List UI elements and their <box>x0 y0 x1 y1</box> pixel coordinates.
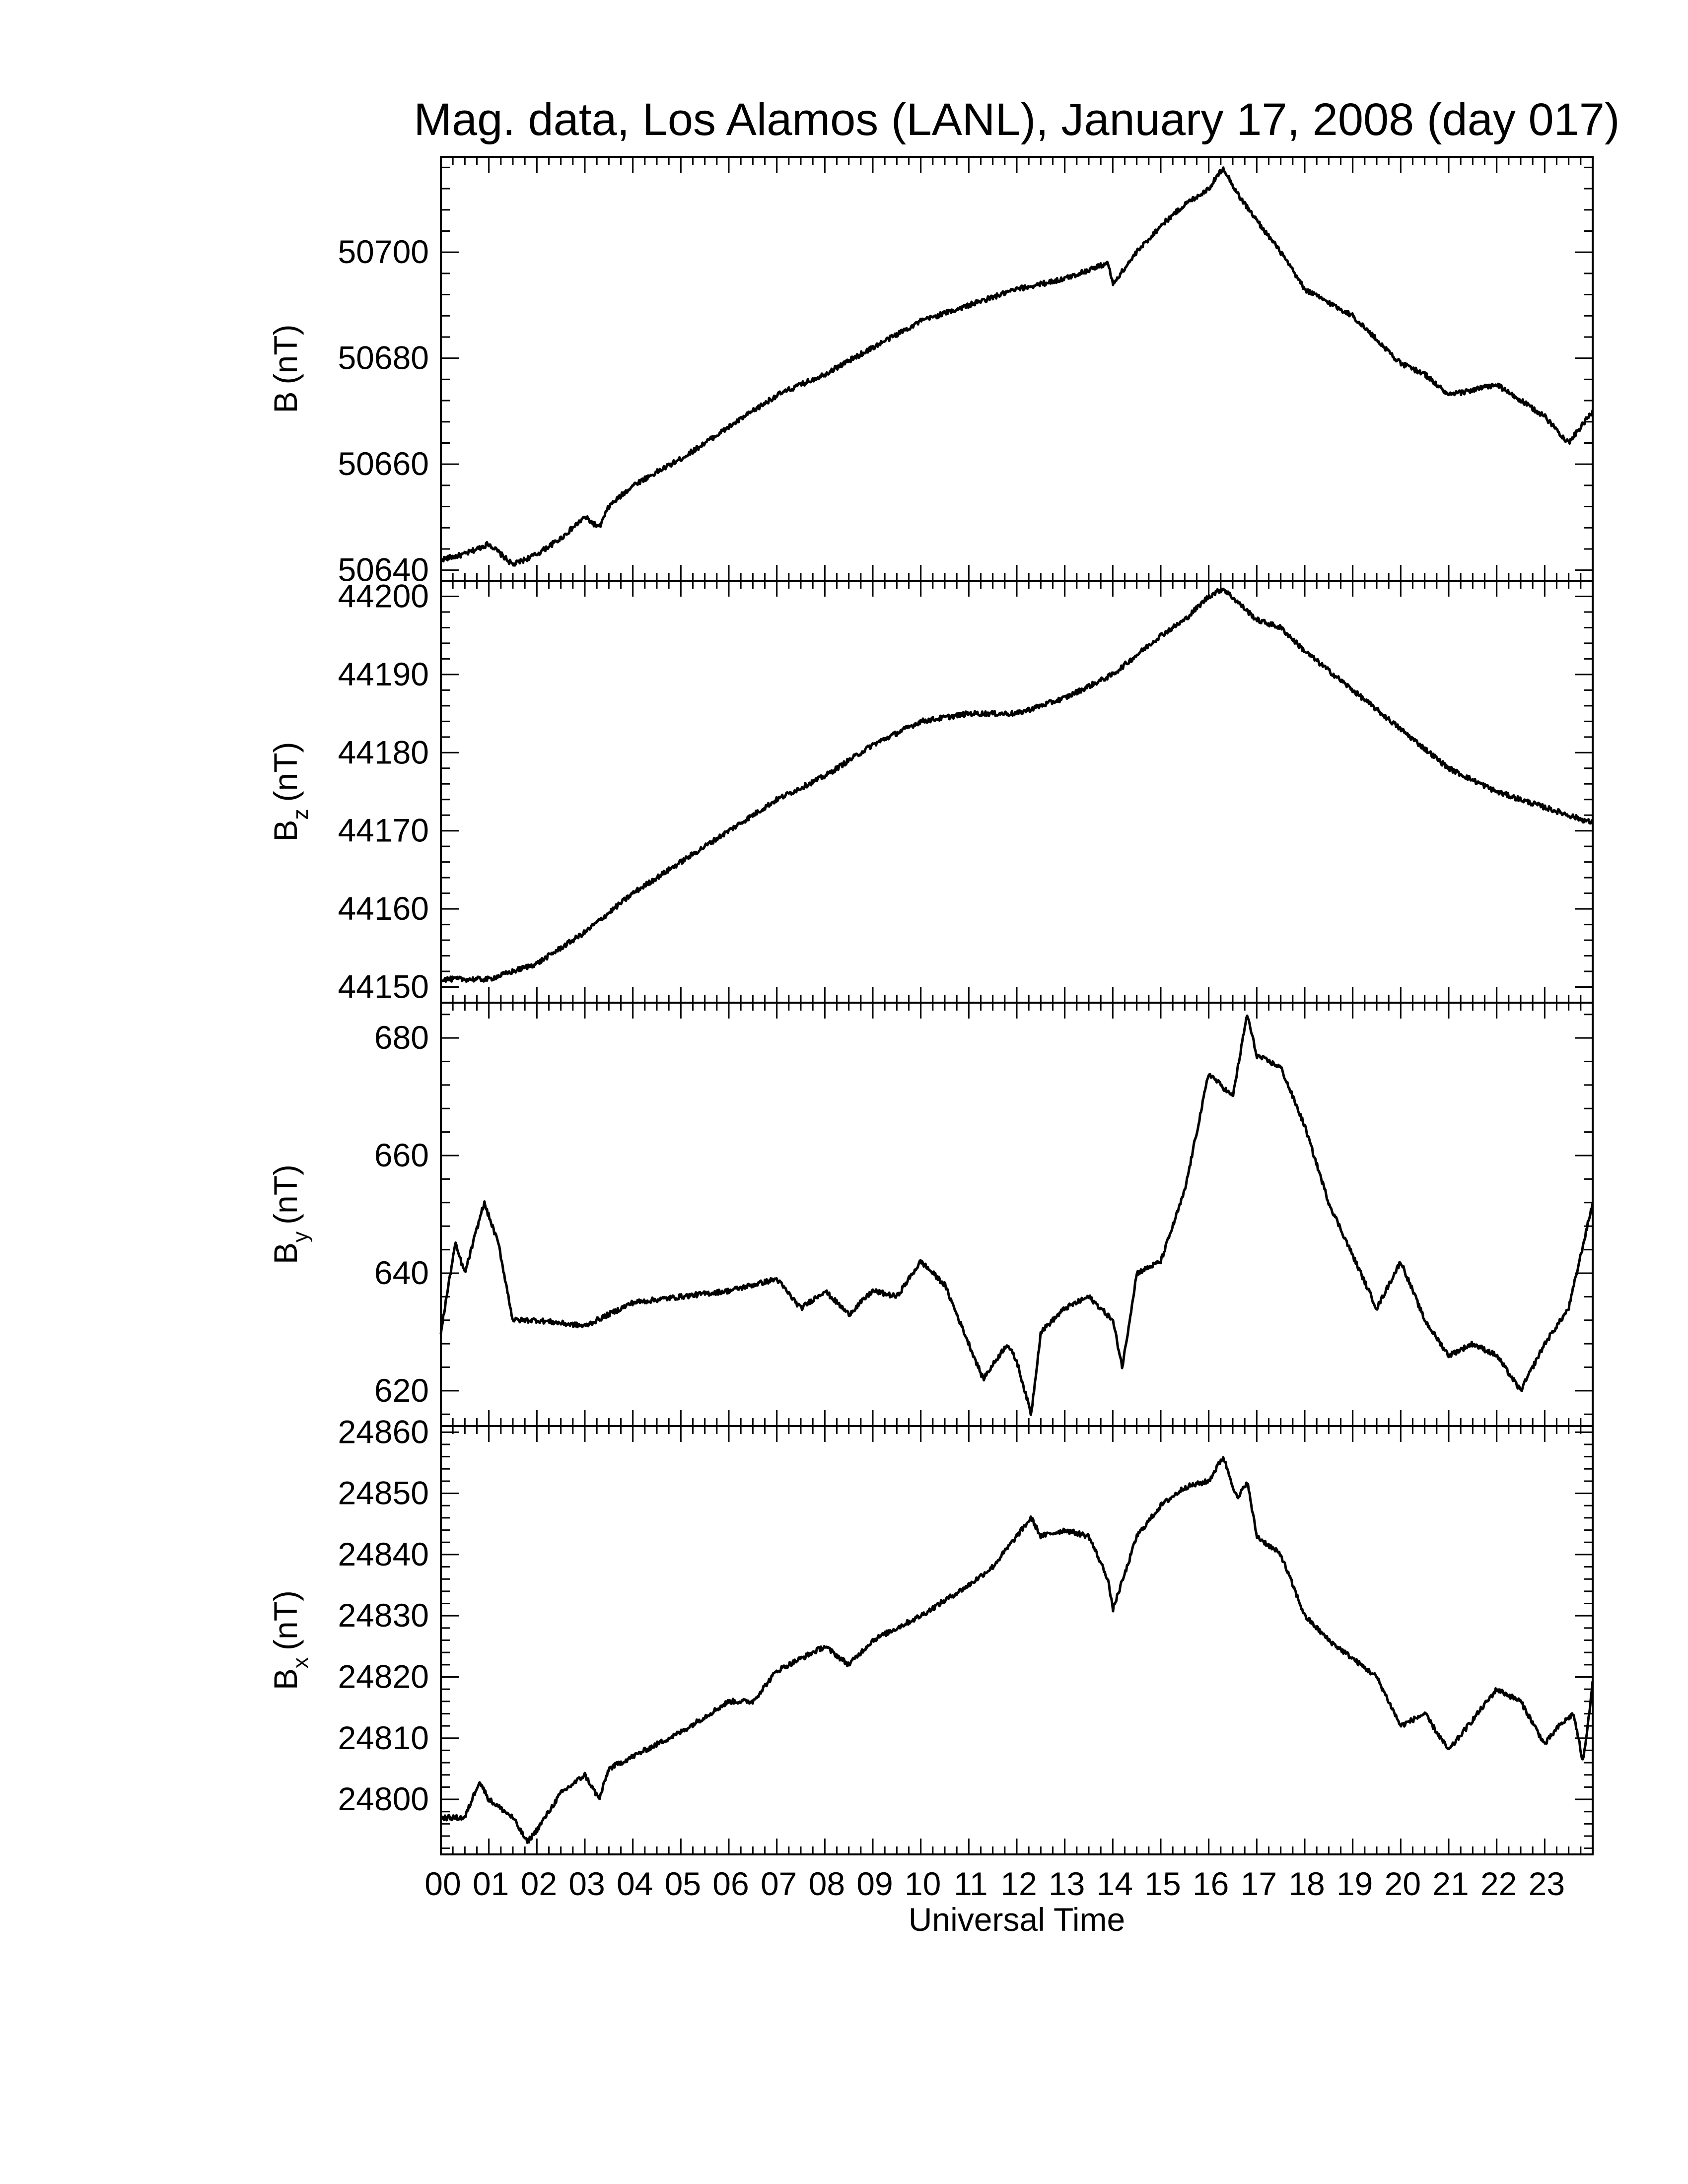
y-axis-label: Bx (nT) <box>267 1590 313 1690</box>
y-tick-label: 24850 <box>338 1475 429 1511</box>
series-line-bz <box>439 587 1594 983</box>
x-tick-label: 09 <box>856 1865 893 1902</box>
x-tick-label: 01 <box>473 1865 509 1902</box>
y-tick-label: 44180 <box>338 734 429 770</box>
y-tick-label: 24840 <box>338 1536 429 1572</box>
x-tick-label: 08 <box>809 1865 845 1902</box>
y-tick-label: 50680 <box>338 340 429 376</box>
panel-b: 50640 50660 50680 50700 B (nT) <box>267 156 1594 588</box>
y-tick-label: 640 <box>374 1254 429 1291</box>
panel-bz: 44150 44160 44170 44180 44190 44200 Bz (nT) <box>267 577 1594 1005</box>
x-tick-label: 00 <box>424 1865 461 1902</box>
y-tick-label: 24810 <box>338 1719 429 1756</box>
y-axis-label-unit: (nT) <box>267 742 304 802</box>
x-tick-label: 15 <box>1144 1865 1181 1902</box>
y-tick-label: 50700 <box>338 233 429 270</box>
x-tick-label: 12 <box>1000 1865 1037 1902</box>
x-tick-label: 03 <box>568 1865 605 1902</box>
y-tick-label: 24830 <box>338 1597 429 1634</box>
y-tick-label: 24820 <box>338 1658 429 1695</box>
y-axis-label-unit: (nT) <box>267 324 304 384</box>
y-tick-label: 44170 <box>338 812 429 849</box>
y-axis-label-main: B <box>267 819 304 841</box>
series-line-by <box>439 1014 1594 1416</box>
y-tick-label: 620 <box>374 1372 429 1409</box>
y-tick-label: 680 <box>374 1019 429 1056</box>
y-tick-label: 660 <box>374 1137 429 1173</box>
y-axis-label-unit: (nT) <box>267 1590 304 1650</box>
x-tick-label: 07 <box>761 1865 797 1902</box>
x-tick-label: 04 <box>617 1865 653 1902</box>
chart-title: Mag. data, Los Alamos (LANL), January 17… <box>414 94 1619 145</box>
y-axis-label: Bz (nT) <box>267 742 313 841</box>
x-tick-label: 21 <box>1432 1865 1469 1902</box>
y-tick-label: 44200 <box>338 577 429 614</box>
y-tick-label: 44190 <box>338 656 429 692</box>
y-axis-label-sub: x <box>288 1657 313 1668</box>
x-tick-label: 20 <box>1385 1865 1421 1902</box>
x-axis-label: Universal Time <box>909 1901 1125 1938</box>
x-tick-label: 13 <box>1049 1865 1085 1902</box>
panel-bx: 24800 24810 24820 24830 24840 24850 24860 Bx (nT… <box>267 1413 1594 1855</box>
x-tick-label: 06 <box>712 1865 749 1902</box>
x-tick-label: 17 <box>1241 1865 1277 1902</box>
plot-frame <box>440 156 1594 582</box>
x-tick-label: 18 <box>1288 1865 1325 1902</box>
y-tick-label: 24800 <box>338 1780 429 1817</box>
x-axis-tick-labels: 00 01 02 03 04 05 06 07 08 09 10 11 12 13 14 15 16 17 18 19… <box>424 1865 1565 1902</box>
y-tick-label: 24860 <box>338 1413 429 1450</box>
y-axis-label: By (nT) <box>267 1164 313 1264</box>
y-axis-label-sub: z <box>288 809 313 819</box>
panel-by: 620 640 660 680 By (nT) <box>267 1002 1594 1427</box>
y-tick-label: 44160 <box>338 890 429 927</box>
y-tick-label: 44150 <box>338 968 429 1005</box>
x-tick-label: 02 <box>521 1865 557 1902</box>
y-tick-label: 50660 <box>338 445 429 482</box>
y-axis-label: B (nT) <box>267 324 304 413</box>
y-axis-label-main: B <box>267 391 304 413</box>
y-axis-label-main: B <box>267 1242 304 1264</box>
y-tick-label: 50640 <box>338 551 429 588</box>
y-axis-label-main: B <box>267 1668 304 1690</box>
x-tick-label: 10 <box>905 1865 941 1902</box>
x-tick-label: 16 <box>1193 1865 1229 1902</box>
x-tick-label: 23 <box>1529 1865 1565 1902</box>
panels: 50640 50660 50680 50700 B (nT) 44150 44160 44170… <box>267 156 1594 1855</box>
series-line-b <box>440 166 1594 567</box>
plot-frame <box>440 580 1594 1004</box>
x-tick-label: 05 <box>665 1865 701 1902</box>
x-tick-label: 11 <box>954 1865 988 1902</box>
x-tick-label: 14 <box>1097 1865 1133 1902</box>
x-tick-label: 19 <box>1336 1865 1373 1902</box>
y-axis-label-unit: (nT) <box>267 1164 304 1225</box>
y-axis-label-sub: y <box>288 1231 313 1242</box>
plot-frame <box>440 1425 1594 1855</box>
series-line-bx <box>439 1456 1594 1844</box>
x-tick-label: 22 <box>1480 1865 1517 1902</box>
